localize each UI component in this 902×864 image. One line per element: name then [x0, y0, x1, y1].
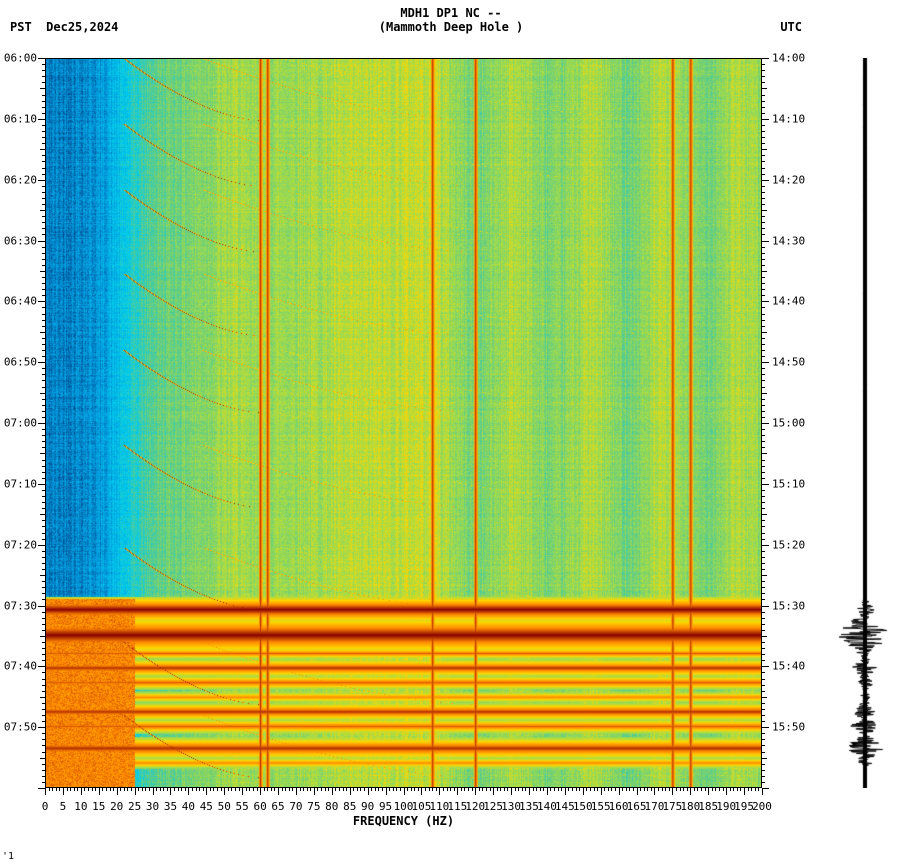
x-tick: 155	[591, 800, 611, 813]
x-tick: 65	[271, 800, 284, 813]
x-tick: 125	[483, 800, 503, 813]
x-tick: 70	[289, 800, 302, 813]
y-axis-left: 06:0006:1006:2006:3006:4006:5007:0007:10…	[0, 58, 45, 788]
x-tick: 95	[379, 800, 392, 813]
y-tick-left: 06:00	[4, 52, 37, 65]
y-tick-left: 06:40	[4, 295, 37, 308]
x-tick: 145	[555, 800, 575, 813]
y-tick-left: 07:00	[4, 417, 37, 430]
x-tick: 30	[146, 800, 159, 813]
x-tick: 85	[343, 800, 356, 813]
y-tick-right: 14:30	[772, 234, 805, 247]
x-tick: 140	[537, 800, 557, 813]
y-tick-left: 06:10	[4, 112, 37, 125]
x-tick: 25	[128, 800, 141, 813]
y-tick-right: 15:30	[772, 599, 805, 612]
y-tick-right: 14:00	[772, 52, 805, 65]
x-tick: 175	[662, 800, 682, 813]
y-tick-left: 07:10	[4, 477, 37, 490]
x-tick: 0	[42, 800, 49, 813]
x-tick: 50	[218, 800, 231, 813]
x-tick: 165	[627, 800, 647, 813]
x-tick: 75	[307, 800, 320, 813]
x-tick: 60	[253, 800, 266, 813]
y-axis-right: 14:0014:1014:2014:3014:4014:5015:0015:10…	[762, 58, 822, 788]
y-tick-left: 06:20	[4, 173, 37, 186]
footer-mark: '1	[2, 851, 14, 862]
x-tick: 10	[74, 800, 87, 813]
y-tick-right: 15:10	[772, 477, 805, 490]
x-tick: 160	[609, 800, 629, 813]
y-tick-left: 06:50	[4, 356, 37, 369]
y-tick-left: 07:20	[4, 538, 37, 551]
y-tick-right: 15:00	[772, 417, 805, 430]
x-tick: 35	[164, 800, 177, 813]
y-tick-right: 14:20	[772, 173, 805, 186]
title-line-2: (Mammoth Deep Hole )	[0, 20, 902, 34]
x-tick: 135	[519, 800, 539, 813]
x-tick: 90	[361, 800, 374, 813]
y-tick-right: 14:10	[772, 112, 805, 125]
y-tick-left: 07:40	[4, 660, 37, 673]
y-tick-right: 15:50	[772, 721, 805, 734]
x-tick: 110	[429, 800, 449, 813]
y-tick-left: 07:50	[4, 721, 37, 734]
y-tick-left: 06:30	[4, 234, 37, 247]
x-tick: 130	[501, 800, 521, 813]
x-tick: 170	[645, 800, 665, 813]
x-axis: FREQUENCY (HZ) 05 10 15 20 25 30 35 40 45 50 55 60 6…	[45, 788, 762, 828]
x-tick: 190	[716, 800, 736, 813]
x-tick: 80	[325, 800, 338, 813]
x-tick: 40	[182, 800, 195, 813]
y-tick-right: 15:20	[772, 538, 805, 551]
spectrogram-plot	[45, 58, 762, 788]
tz-right: UTC	[780, 20, 802, 34]
x-tick: 15	[92, 800, 105, 813]
x-tick: 45	[200, 800, 213, 813]
x-tick: 105	[411, 800, 431, 813]
x-tick: 5	[60, 800, 67, 813]
header-left: PST Dec25,2024	[10, 20, 118, 34]
y-tick-right: 15:40	[772, 660, 805, 673]
x-tick: 115	[447, 800, 467, 813]
x-axis-label: FREQUENCY (HZ)	[45, 814, 762, 828]
date-label: Dec25,2024	[46, 20, 118, 34]
x-tick: 185	[698, 800, 718, 813]
y-tick-right: 14:50	[772, 356, 805, 369]
y-tick-right: 14:40	[772, 295, 805, 308]
tz-left: PST	[10, 20, 32, 34]
x-tick: 120	[465, 800, 485, 813]
x-tick: 180	[680, 800, 700, 813]
waveform-plot	[835, 58, 895, 788]
x-tick: 100	[394, 800, 414, 813]
x-tick: 20	[110, 800, 123, 813]
x-tick: 150	[573, 800, 593, 813]
title-line-1: MDH1 DP1 NC --	[0, 6, 902, 20]
y-tick-left: 07:30	[4, 599, 37, 612]
x-tick: 200	[752, 800, 772, 813]
x-tick: 55	[236, 800, 249, 813]
x-tick: 195	[734, 800, 754, 813]
